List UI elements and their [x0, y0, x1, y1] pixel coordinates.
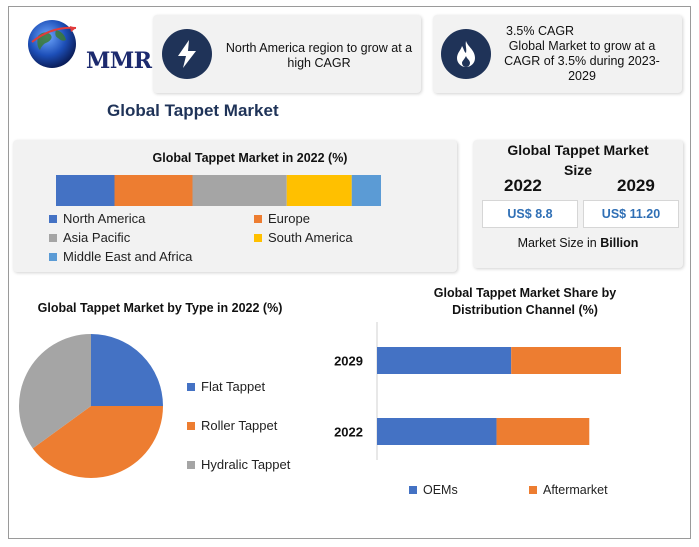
lightning-icon: [162, 29, 212, 79]
legend-item-europe: Europe: [254, 211, 310, 226]
value-2029: US$ 11.20: [583, 200, 679, 228]
mmr-logo: MMR: [22, 12, 152, 74]
bar-aftermarket-2029: [511, 347, 621, 374]
legend-label: South America: [268, 230, 353, 245]
legend-label: Roller Tappet: [201, 418, 278, 433]
legend-label: Flat Tappet: [201, 379, 266, 394]
legend-label: OEMs: [423, 483, 458, 497]
category-label-2022: 2022: [334, 425, 363, 440]
cagr-title: 3.5% CAGR: [506, 24, 575, 38]
globe-icon: [28, 20, 77, 68]
legend-label: Asia Pacific: [63, 230, 131, 245]
market-size-footer: Market Size in Billion: [480, 235, 676, 252]
legend-item-oems: OEMs: [409, 483, 458, 497]
market-size-title: Global Tappet Market Size: [507, 142, 649, 178]
type-pie-chart: [19, 334, 163, 478]
value-2022: US$ 8.8: [482, 200, 578, 228]
legend-item-roller-tappet: Roller Tappet: [187, 418, 277, 433]
legend-item-middle-east-and-africa: Middle East and Africa: [49, 249, 192, 264]
distribution-chart-title: Global Tappet Market Share by Distributi…: [433, 286, 617, 317]
legend-swatch: [49, 214, 57, 223]
regional-chart-title: Global Tappet Market in 2022 (%): [152, 151, 348, 165]
legend-label: Middle East and Africa: [63, 249, 193, 264]
growth-region-card: North America region to grow at a high C…: [153, 15, 421, 93]
distribution-bar-chart: 2029 2022: [334, 322, 621, 460]
bar-segment-south-america: [286, 175, 352, 206]
legend-swatch: [187, 421, 195, 430]
legend-swatch: [187, 460, 195, 469]
legend-swatch: [187, 382, 195, 391]
cagr-text: Global Market to grow at a CAGR of 3.5% …: [504, 39, 660, 83]
bar-segment-middle-east-and-africa: [351, 175, 381, 206]
legend-item-south-america: South America: [254, 230, 353, 245]
legend-swatch: [529, 486, 537, 494]
legend-item-hydralic-tappet: Hydralic Tappet: [187, 457, 290, 472]
legend-item-flat-tappet: Flat Tappet: [187, 379, 265, 394]
market-size-footer-text: Market Size in Billion: [517, 236, 639, 250]
footer-unit: Billion: [600, 236, 639, 250]
legend-swatch: [254, 233, 262, 242]
legend-swatch: [254, 214, 262, 223]
legend-label: Hydralic Tappet: [201, 457, 291, 472]
bar-oems-2029: [377, 347, 512, 374]
legend-item-aftermarket: Aftermarket: [529, 483, 608, 497]
legend-swatch: [49, 233, 57, 242]
legend-swatch: [49, 252, 57, 261]
year-2022-label: 2022: [504, 176, 542, 195]
flame-icon: [441, 29, 491, 79]
bar-oems-2022: [377, 418, 497, 445]
cagr-card: 3.5% CAGR Global Market to grow at a CAG…: [433, 15, 682, 93]
growth-region-text: North America region to grow at a high C…: [225, 41, 413, 70]
legend-item-asia-pacific: Asia Pacific: [49, 230, 130, 245]
legend-item-north-america: North America: [49, 211, 145, 226]
legend-label: North America: [63, 211, 146, 226]
regional-panel: [13, 140, 457, 272]
regional-stacked-bar: [56, 175, 381, 206]
pie-slice-hydralic-tappet: [19, 334, 91, 449]
bar-aftermarket-2022: [496, 418, 590, 445]
year-2029-label: 2029: [617, 176, 655, 195]
logo-text: MMR: [86, 48, 152, 74]
legend-label: Aftermarket: [543, 483, 608, 497]
category-label-2029: 2029: [334, 354, 363, 369]
pie-slice-roller-tappet: [32, 406, 163, 478]
legend-swatch: [409, 486, 417, 494]
bar-segment-asia-pacific: [192, 175, 287, 206]
type-chart-title: Global Tappet Market by Type in 2022 (%): [37, 301, 283, 315]
pie-slice-flat-tappet: [91, 334, 163, 406]
legend-label: Europe: [268, 211, 310, 226]
bar-segment-north-america: [56, 175, 115, 206]
main-title: Global Tappet Market: [107, 101, 279, 120]
bar-segment-europe: [114, 175, 193, 206]
